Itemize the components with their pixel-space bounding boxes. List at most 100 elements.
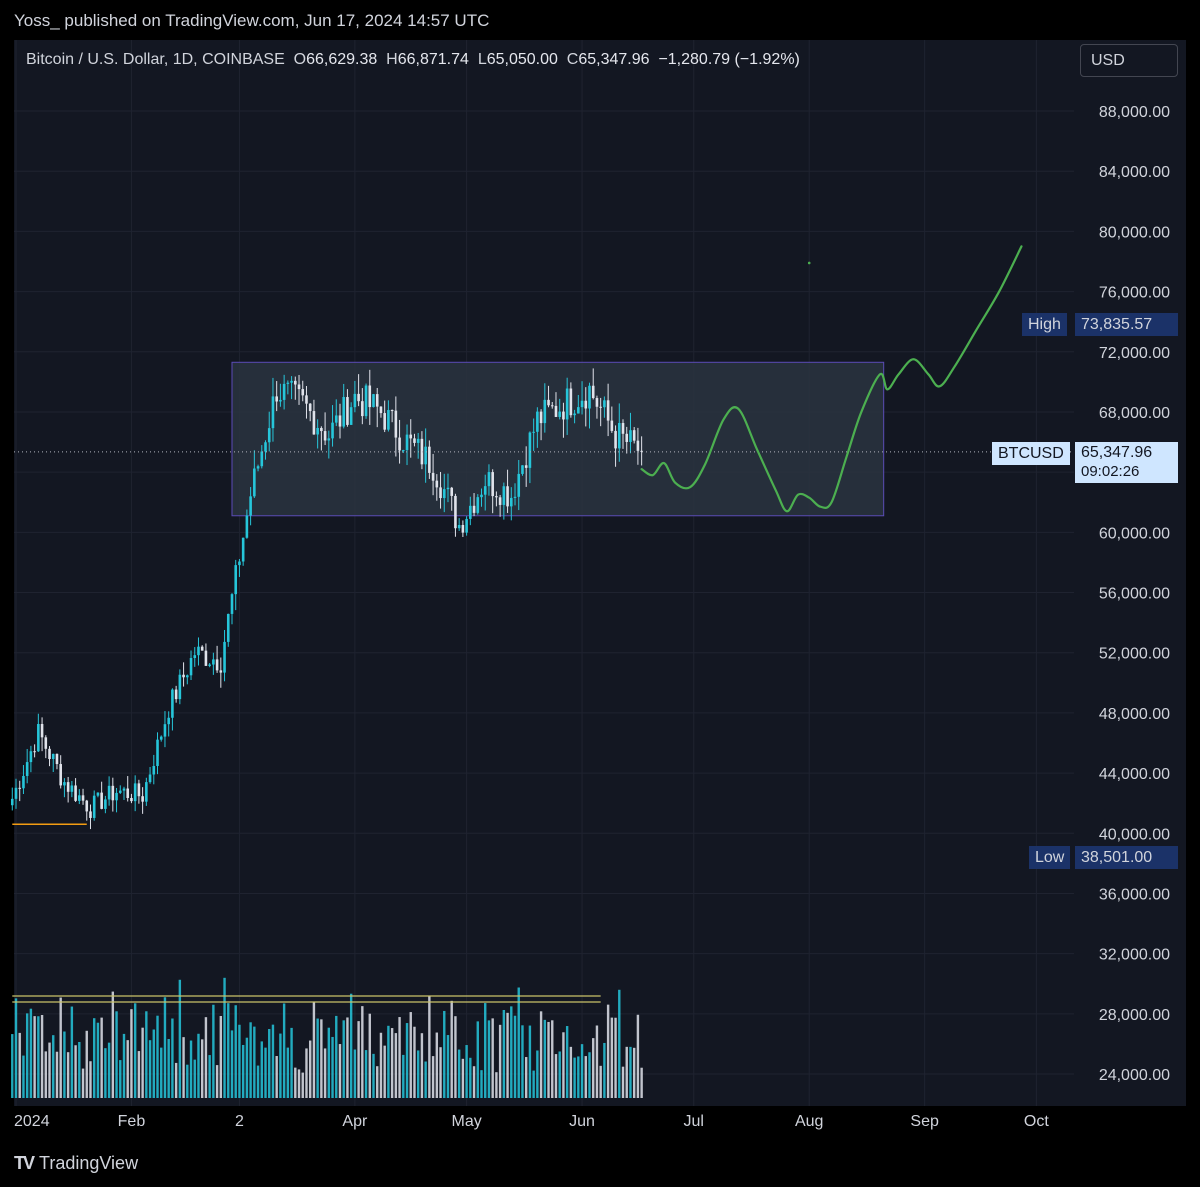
ohlc-legend: Bitcoin / U.S. Dollar, 1D, COINBASE O66,… — [26, 51, 800, 69]
volume-bar — [70, 1006, 74, 1098]
volume-bar — [33, 1016, 36, 1098]
candle-body — [372, 394, 375, 408]
volume-bar — [640, 1067, 643, 1098]
candle — [178, 669, 182, 705]
volume-bar — [465, 1045, 468, 1098]
candle-body — [51, 753, 55, 760]
volume-bar — [145, 1011, 148, 1098]
candle — [122, 786, 126, 800]
candle — [401, 449, 405, 454]
candle-body — [342, 397, 346, 427]
candle-body — [610, 420, 614, 431]
candle — [118, 785, 122, 794]
candle-body — [290, 380, 293, 383]
x-tick-label: Oct — [1024, 1113, 1049, 1130]
volume-bar — [454, 1016, 457, 1098]
candle-body — [353, 393, 357, 408]
candle-body — [513, 496, 517, 498]
footer-bar — [0, 1140, 1200, 1187]
countdown-tag: 09:02:26 — [1075, 463, 1178, 483]
candle-body — [40, 723, 44, 738]
candle-body — [215, 659, 219, 671]
candle-body — [472, 505, 476, 513]
tradingview-logo[interactable]: TV TradingView — [14, 1153, 138, 1174]
candle — [439, 471, 442, 509]
candle — [286, 380, 290, 395]
candle — [368, 369, 372, 425]
volume-bar — [357, 1021, 360, 1098]
candle — [107, 776, 111, 806]
candle — [189, 650, 193, 681]
candle — [621, 419, 625, 449]
candle-body — [398, 437, 401, 451]
y-tick-label: 52,000.00 — [1099, 646, 1170, 663]
volume-bar — [457, 1049, 461, 1098]
change-value: −1,280.79 (−1.92%) — [658, 51, 800, 68]
candle — [193, 647, 197, 667]
chart-pane[interactable] — [14, 40, 1074, 1106]
x-axis-labels: 2024 Feb 2 Apr May Jun Jul Aug Sep Oct — [14, 1113, 1049, 1130]
candle-body — [524, 465, 528, 468]
volume-bar — [443, 1010, 446, 1098]
volume-bar — [435, 1032, 439, 1098]
candle-body — [122, 788, 126, 791]
volume-bar — [93, 1018, 96, 1098]
volume-bar — [476, 1021, 479, 1098]
candle — [413, 433, 416, 447]
candle — [40, 717, 44, 752]
volume-bar — [197, 1033, 200, 1098]
candle-body — [517, 473, 521, 497]
volume-bar — [398, 1017, 401, 1098]
candle-body — [126, 788, 130, 798]
candle-body — [580, 400, 584, 408]
volume-bar — [171, 1018, 174, 1098]
candle — [577, 394, 580, 414]
candle — [532, 418, 535, 451]
volume-bar — [230, 1030, 234, 1098]
candle-body — [182, 674, 185, 678]
candle-body — [55, 753, 59, 765]
candle-body — [487, 472, 491, 487]
tradingview-logo-icon: TV — [14, 1153, 35, 1173]
volume-bar — [338, 1044, 342, 1098]
candle-body — [521, 465, 524, 474]
candle — [141, 787, 144, 814]
candle-body — [152, 765, 156, 775]
volume-bar — [472, 1066, 476, 1098]
volume-bar — [305, 1048, 308, 1098]
candle-body — [70, 785, 74, 792]
candle-body — [63, 782, 66, 786]
volume-bar — [241, 1044, 245, 1098]
y-tick-label: 48,000.00 — [1099, 706, 1170, 723]
volume-bar — [584, 1056, 587, 1098]
candle — [372, 393, 375, 408]
volume-bar — [111, 991, 115, 1098]
candle-body — [238, 561, 241, 566]
candle-body — [308, 403, 312, 412]
candle-body — [547, 399, 550, 406]
candle-body — [431, 472, 435, 481]
candle-body — [226, 613, 230, 642]
volume-bar — [312, 1002, 316, 1098]
volume-bar — [606, 1004, 610, 1098]
volume-bar — [100, 1017, 103, 1098]
currency-button[interactable]: USD — [1080, 44, 1178, 77]
candle-body — [629, 430, 632, 442]
candle — [636, 427, 640, 465]
candle — [491, 469, 494, 514]
volume-bar — [603, 1042, 606, 1098]
volume-bar — [428, 996, 431, 1098]
price-axis[interactable] — [1074, 40, 1186, 1106]
candle — [629, 412, 632, 454]
low-label: L — [477, 51, 487, 68]
candle — [267, 411, 271, 452]
candle-body — [409, 434, 413, 439]
volume-bar — [580, 1044, 584, 1098]
candle — [159, 735, 163, 742]
y-tick-label: 88,000.00 — [1099, 104, 1170, 121]
candle — [398, 419, 401, 464]
candle-body — [189, 658, 193, 676]
x-tick-label: May — [451, 1113, 481, 1130]
y-tick-label: 68,000.00 — [1099, 405, 1170, 422]
